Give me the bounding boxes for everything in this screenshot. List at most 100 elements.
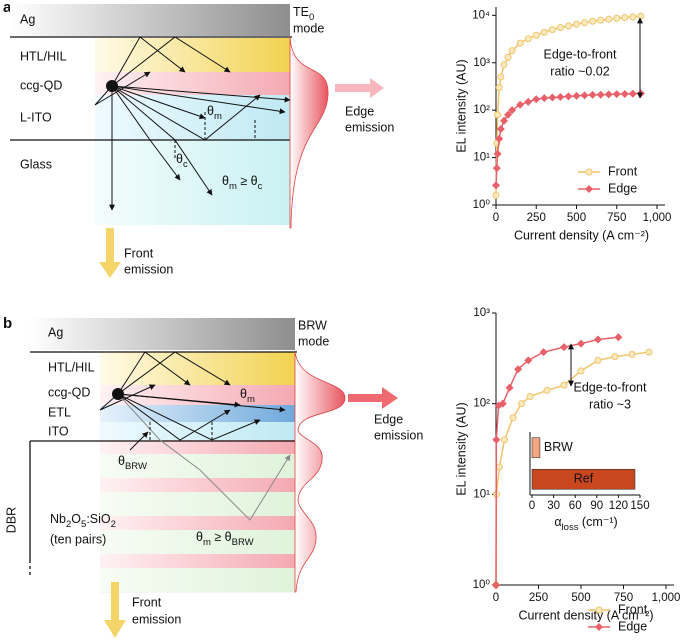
marker xyxy=(543,386,551,394)
front-arrow xyxy=(104,582,126,638)
y-axis-label: EL intensity (AU) xyxy=(454,402,468,495)
marker xyxy=(588,90,597,99)
marker xyxy=(497,73,505,81)
marker xyxy=(524,35,532,43)
text-part: 2 xyxy=(111,519,116,530)
text-part: c xyxy=(258,181,263,192)
marker xyxy=(548,26,556,34)
dbr-layer xyxy=(100,554,295,568)
annotation: Edge-to-front xyxy=(544,47,617,61)
marker xyxy=(585,168,593,176)
marker xyxy=(629,13,637,21)
marker xyxy=(492,181,500,190)
marker xyxy=(645,348,653,356)
marker xyxy=(556,92,565,101)
marker xyxy=(605,15,613,23)
marker xyxy=(621,14,629,22)
marker xyxy=(539,348,548,357)
ray-arrow xyxy=(111,36,186,87)
dbr-layer xyxy=(100,516,295,530)
marker xyxy=(585,185,593,193)
marker xyxy=(564,92,573,101)
dbr-layer xyxy=(100,530,295,554)
layer xyxy=(100,352,295,385)
x-tick-label: 0 xyxy=(529,500,535,512)
marker xyxy=(556,24,564,32)
marker xyxy=(524,97,533,106)
marker xyxy=(560,343,568,352)
layer-label: ccg-QD xyxy=(20,78,62,92)
marker xyxy=(596,90,605,99)
text-part: c xyxy=(183,159,188,170)
y-tick-label: 10³ xyxy=(473,57,490,69)
text-part: θ xyxy=(176,152,183,166)
text-part: BRW xyxy=(125,461,147,472)
x-axis-label: Current density (A cm⁻²) xyxy=(514,228,649,242)
marker xyxy=(494,111,502,119)
ray-arrow xyxy=(94,71,151,106)
legend-label: Front xyxy=(608,164,638,178)
text-part: Nb xyxy=(50,512,66,526)
marker xyxy=(581,19,589,27)
marker xyxy=(524,356,533,365)
marker xyxy=(509,414,517,422)
text-part: α xyxy=(554,515,561,529)
y-tick-label: 10⁰ xyxy=(473,579,491,591)
x-tick-label: 120 xyxy=(609,500,628,512)
marker xyxy=(580,91,589,100)
ray-arrow xyxy=(117,351,231,395)
layer-label: ETL xyxy=(48,405,71,419)
mode-label: TE0 xyxy=(293,5,314,22)
x-tick-label: 90 xyxy=(590,500,603,512)
mode-profile xyxy=(289,35,329,229)
x-tick-label: 1,000 xyxy=(652,592,681,604)
material-label: Nb2O5:SiO2 xyxy=(50,512,116,529)
marker xyxy=(604,90,613,99)
marker xyxy=(532,95,541,104)
marker xyxy=(612,90,621,99)
mode-label: mode xyxy=(293,21,324,35)
layer xyxy=(95,38,290,72)
text-part: TE xyxy=(293,5,309,19)
ray-arrow xyxy=(111,85,206,120)
theta-label: θm xyxy=(207,104,222,121)
marker xyxy=(505,383,514,392)
marker xyxy=(526,392,534,400)
front-emission-label: Front xyxy=(124,246,154,260)
marker xyxy=(628,350,636,358)
front-emission-label: emission xyxy=(124,262,173,276)
bar-label: Ref xyxy=(574,472,594,486)
marker xyxy=(532,31,540,39)
mode-profile xyxy=(294,351,346,593)
y-tick-label: 10⁴ xyxy=(472,9,490,21)
marker xyxy=(508,47,516,55)
y-tick-label: 10² xyxy=(473,104,490,116)
x-tick-label: 150 xyxy=(630,500,649,512)
theta-label: θBRW xyxy=(118,454,147,471)
x-tick-label: 30 xyxy=(547,500,560,512)
front-arrow xyxy=(99,228,121,278)
marker xyxy=(518,400,525,408)
text-part: m xyxy=(229,181,237,192)
y-axis-label: EL intensity (AU) xyxy=(454,59,468,152)
marker xyxy=(595,606,603,614)
dbr-layer xyxy=(100,592,295,593)
front-emission-label: Front xyxy=(132,595,162,609)
marker xyxy=(495,134,504,143)
ray-arrow xyxy=(129,431,149,451)
legend-label: Front xyxy=(618,602,648,616)
text-part: m xyxy=(247,394,255,405)
condition-label: θm ≥ θc xyxy=(222,174,263,191)
bar xyxy=(531,437,541,459)
marker xyxy=(508,106,517,115)
marker xyxy=(504,53,512,61)
text-part: O xyxy=(71,512,81,526)
text-part: 5 xyxy=(81,519,86,530)
text-part: m xyxy=(214,111,222,122)
marker xyxy=(560,381,568,389)
dbr-layer xyxy=(100,568,295,592)
y-tick-label: 10⁰ xyxy=(473,199,491,211)
y-tick-label: 10³ xyxy=(473,307,490,319)
front-emission-label: emission xyxy=(132,612,181,626)
x-tick-label: 250 xyxy=(529,592,548,604)
